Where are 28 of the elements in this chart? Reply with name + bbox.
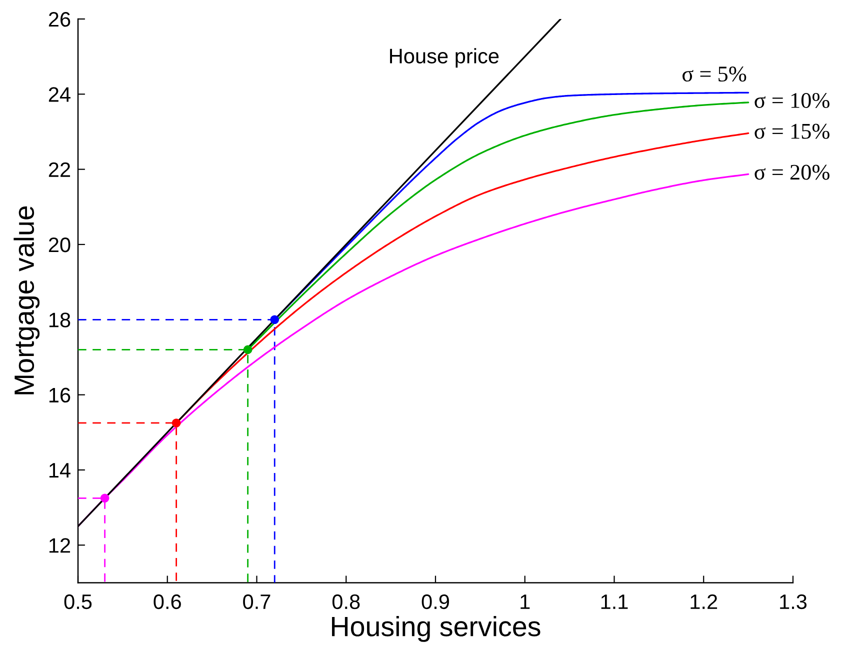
x-axis-title: Housing services (332, 616, 540, 642)
series-label: σ = 15% (754, 124, 830, 139)
series-label: σ = 20% (754, 164, 830, 180)
series-label: σ = 5% (682, 66, 746, 82)
x-tick-label: 1.2 (690, 594, 718, 609)
x-tick-label: 0.8 (332, 594, 360, 610)
x-tick-label: 0.5 (64, 594, 92, 610)
y-axis-title: Mortgage value (14, 206, 40, 394)
point (243, 345, 252, 354)
y-tick-label: 20 (48, 237, 70, 252)
series-label: House price (390, 48, 499, 68)
point (270, 315, 280, 324)
y-tick-label: 14 (49, 463, 70, 478)
x-tick-label: 1 (520, 594, 530, 609)
x-tick-label: 0.9 (422, 594, 449, 610)
x-tick-label: 0.6 (154, 594, 181, 610)
x-tick-label: 1.3 (780, 594, 807, 610)
y-tick-label: 18 (49, 312, 70, 328)
x-tick-label: 1.1 (601, 594, 628, 609)
x-tick-label: 0.7 (243, 594, 270, 610)
y-tick-label: 16 (49, 388, 70, 403)
y-tick-label: 24 (48, 87, 70, 102)
series-label: σ = 10% (754, 92, 830, 108)
y-tick-label: 22 (48, 162, 70, 177)
y-tick-label: 12 (49, 538, 70, 553)
y-tick-label: 26 (48, 12, 70, 27)
point (172, 418, 181, 428)
point (100, 494, 110, 503)
